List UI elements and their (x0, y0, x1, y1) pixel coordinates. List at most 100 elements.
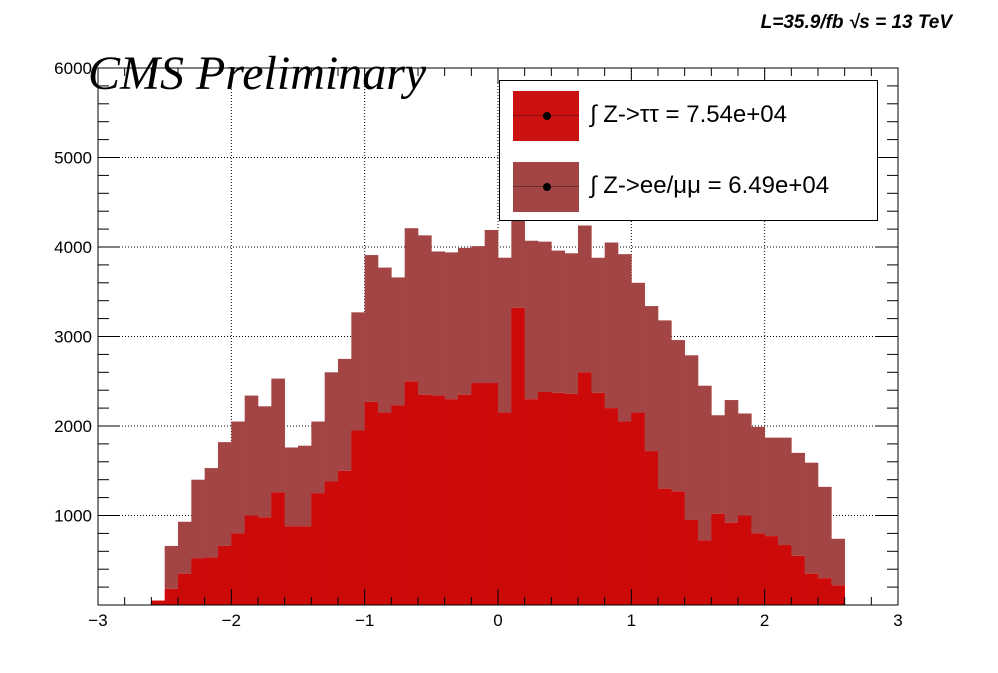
y-tick-label: 5000 (54, 149, 92, 168)
bar-ztautau (404, 381, 419, 605)
luminosity-label: L=35.9/fb √s = 13 TeV (760, 12, 952, 33)
bar-zeemumu (204, 468, 219, 558)
bar-ztautau (791, 555, 805, 605)
x-tick-label: 2 (760, 611, 769, 630)
y-tick-label: 2000 (54, 417, 92, 436)
bar-ztautau (764, 536, 779, 605)
bar-ztautau (218, 545, 232, 605)
bar-zeemumu (178, 521, 192, 574)
bar-zeemumu (378, 267, 392, 413)
bar-ztautau (258, 517, 272, 605)
bar-ztautau (724, 522, 739, 605)
bar-zeemumu (564, 253, 579, 394)
bar-zeemumu (231, 421, 245, 534)
axis-tick-labels: −3 −2 −1 0 1 2 3 1000 2000 3000 4000 5000 6000 (54, 59, 903, 630)
histogram-bars (151, 207, 845, 605)
x-tick-label: 3 (893, 611, 902, 630)
bar-ztautau (711, 513, 725, 605)
bar-ztautau (524, 399, 539, 605)
bar-ztautau (644, 451, 659, 605)
legend-entry-zeemumu: ∫ Z->ee/μμ = 6.49e+04 (500, 162, 877, 212)
bar-ztautau (271, 492, 285, 605)
legend-label-ztautau: ∫ Z->ττ = 7.54e+04 (590, 101, 787, 128)
bar-zeemumu (364, 255, 379, 402)
bar-ztautau (311, 493, 325, 605)
legend-entry-ztautau: ∫ Z->ττ = 7.54e+04 (500, 91, 877, 141)
bar-ztautau (458, 394, 472, 605)
bar-ztautau (671, 491, 685, 605)
bar-zeemumu (471, 246, 485, 384)
bar-zeemumu (164, 545, 179, 589)
bar-ztautau (351, 430, 365, 605)
bar-ztautau (591, 392, 605, 605)
bar-zeemumu (311, 421, 325, 494)
bar-zeemumu (418, 235, 432, 395)
bar-zeemumu (524, 240, 539, 400)
bar-ztautau (738, 515, 752, 605)
bar-zeemumu (244, 395, 259, 516)
bar-zeemumu (764, 437, 779, 537)
bar-zeemumu (458, 247, 472, 395)
bar-zeemumu (538, 241, 552, 392)
y-tick-label: 4000 (54, 238, 92, 257)
y-tick-label: 3000 (54, 328, 92, 347)
bar-zeemumu (218, 442, 232, 546)
bar-ztautau (538, 391, 552, 605)
bar-zeemumu (578, 225, 592, 373)
bar-ztautau (431, 395, 445, 605)
bar-zeemumu (444, 252, 459, 400)
bar-zeemumu (431, 251, 445, 396)
bar-zeemumu (778, 437, 792, 546)
bar-ztautau (391, 405, 405, 605)
x-tick-label: −3 (88, 611, 107, 630)
bar-zeemumu (618, 254, 632, 422)
bar-ztautau (684, 519, 699, 605)
bar-zeemumu (271, 378, 285, 493)
bar-zeemumu (604, 242, 619, 409)
bar-zeemumu (324, 372, 339, 482)
bar-ztautau (511, 307, 525, 605)
x-tick-label: 1 (627, 611, 636, 630)
bar-zeemumu (404, 228, 419, 382)
x-tick-label: 0 (493, 611, 502, 630)
bar-zeemumu (698, 385, 712, 541)
bar-ztautau (178, 573, 192, 605)
y-tick-label: 6000 (54, 59, 92, 78)
bar-ztautau (658, 488, 672, 605)
bar-ztautau (631, 412, 645, 605)
bar-ztautau (818, 578, 832, 605)
legend-marker-dot-icon (543, 112, 551, 120)
legend-box: ∫ Z->ττ = 7.54e+04 ∫ Z->ee/μμ = 6.49e+04 (499, 80, 878, 221)
bar-zeemumu (791, 452, 805, 556)
bar-ztautau (604, 408, 619, 605)
bar-ztautau (244, 515, 259, 605)
bar-zeemumu (818, 486, 832, 579)
bar-zeemumu (298, 445, 312, 527)
y-tick-label: 1000 (54, 507, 92, 526)
bar-ztautau (804, 573, 819, 605)
bar-ztautau (578, 372, 592, 605)
bar-zeemumu (831, 538, 845, 586)
bar-ztautau (831, 585, 845, 605)
bar-zeemumu (391, 277, 405, 406)
bar-ztautau (484, 383, 499, 605)
cms-preliminary-label: CMS Preliminary (88, 47, 427, 100)
bar-ztautau (751, 533, 765, 605)
bar-ztautau (698, 540, 712, 605)
bar-ztautau (418, 394, 432, 605)
bar-ztautau (498, 412, 512, 605)
bar-zeemumu (684, 355, 699, 520)
bar-zeemumu (338, 358, 352, 471)
bar-ztautau (618, 421, 632, 605)
bar-ztautau (564, 393, 579, 605)
axis-ticks (97, 67, 899, 606)
bar-ztautau (204, 557, 219, 605)
bar-ztautau (324, 481, 339, 605)
bar-ztautau (378, 412, 392, 605)
x-tick-label: −1 (355, 611, 374, 630)
bar-zeemumu (804, 462, 819, 574)
bar-zeemumu (351, 312, 365, 431)
bar-ztautau (551, 392, 565, 605)
bar-ztautau (151, 600, 165, 605)
